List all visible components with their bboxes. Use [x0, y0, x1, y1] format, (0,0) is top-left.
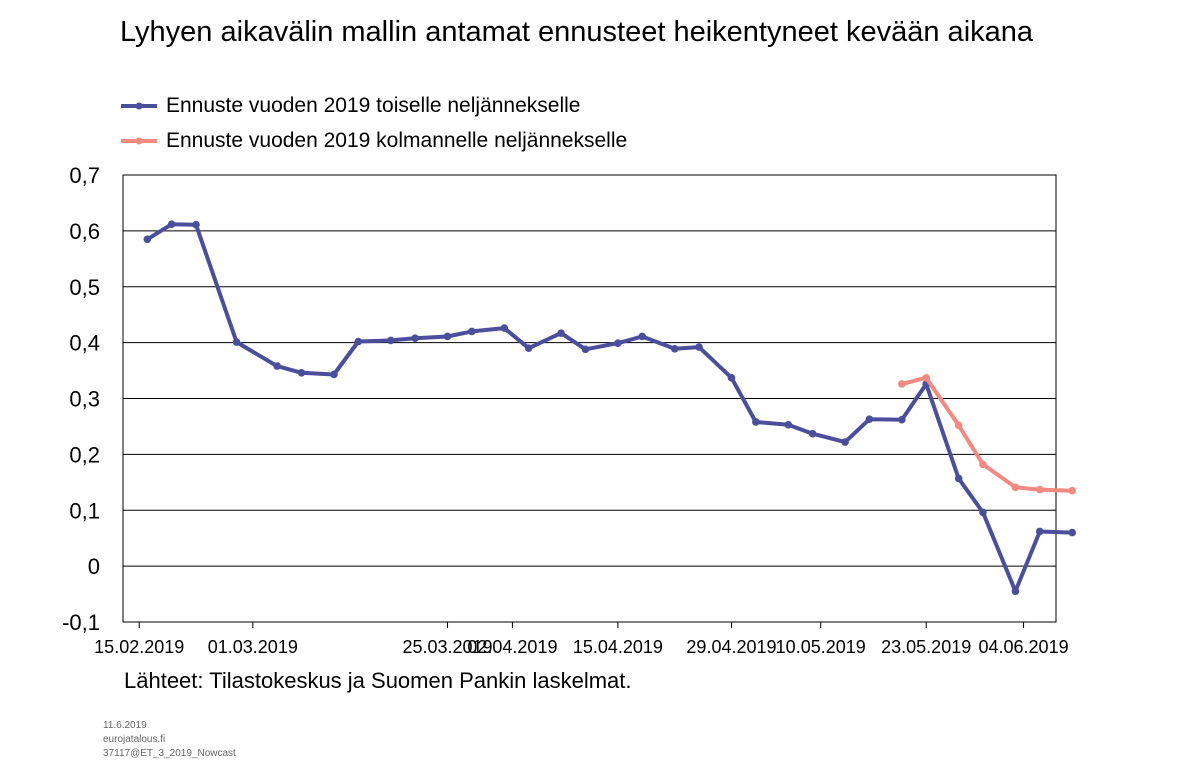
data-point	[330, 370, 338, 379]
gridlines	[123, 230, 1056, 567]
data-point	[898, 380, 906, 388]
data-point	[443, 332, 452, 341]
y-tick-label: 0,3	[69, 387, 100, 412]
data-point	[1035, 527, 1044, 536]
x-axis-tick-labels: 15.02.2019 01.03.2019 25.03.201902.04.2019…	[94, 622, 1069, 657]
series-line-0	[145, 222, 1075, 594]
x-tick-label: 02.04.2019	[467, 637, 557, 657]
data-series	[143, 220, 1077, 596]
data-point	[411, 334, 419, 342]
series-1	[898, 374, 1077, 495]
data-point	[167, 220, 176, 228]
data-point	[954, 474, 963, 483]
data-point	[524, 344, 533, 353]
data-point	[1068, 486, 1077, 495]
line-chart: -0,1 0 0,1 0,2 0,3 0,4 0,5 0,6 0,7 15.02.2019 01.…	[62, 163, 1077, 657]
data-point	[297, 368, 306, 377]
data-point	[979, 460, 987, 469]
data-point	[273, 362, 281, 370]
data-point	[954, 421, 963, 430]
y-tick-label: 0,2	[69, 442, 100, 467]
y-axis-tick-labels: -0,1 0 0,1 0,2 0,3 0,4 0,5 0,6 0,7	[62, 163, 100, 635]
chart-title: Lyhyen aikavälin mallin antamat ennustee…	[120, 16, 1034, 48]
data-point	[695, 343, 703, 351]
data-point	[922, 374, 930, 382]
legend-label-q3: Ennuste vuoden 2019 kolmannelle neljänne…	[166, 129, 628, 152]
y-tick-label: 0,5	[69, 275, 100, 300]
footer-site: eurojatalous.fi	[103, 734, 166, 745]
legend-swatch-q3	[121, 137, 157, 145]
data-point	[614, 339, 622, 347]
legend-swatch-marker-q2	[135, 102, 143, 110]
x-tick-label: 15.04.2019	[573, 637, 663, 657]
data-point	[784, 420, 793, 429]
data-point	[468, 327, 476, 336]
legend-item-q3: Ennuste vuoden 2019 kolmannelle neljänne…	[120, 126, 627, 156]
y-tick-label: 0,4	[69, 331, 100, 356]
y-tick-label: 0	[88, 554, 100, 579]
y-tick-label: 0,7	[69, 163, 100, 188]
data-point	[865, 415, 874, 423]
legend-swatch-q2	[121, 102, 157, 110]
legend-item-q2: Ennuste vuoden 2019 toiselle neljännekse…	[120, 91, 580, 121]
data-point	[841, 438, 849, 446]
data-point	[1068, 528, 1077, 537]
x-tick-label: 01.03.2019	[208, 637, 298, 657]
data-point	[192, 220, 200, 229]
data-point	[232, 338, 241, 346]
y-tick-label: 0,6	[69, 219, 100, 244]
x-tick-label: 29.04.2019	[686, 637, 776, 657]
source-note: Lähteet: Tilastokeskus ja Suomen Pankin …	[124, 668, 632, 693]
data-point	[670, 344, 679, 353]
footer-chart-id: 37117@ET_3_2019_Nowcast	[103, 748, 236, 759]
footer-date: 11.6.2019	[103, 720, 147, 731]
data-point	[638, 332, 647, 341]
data-point	[557, 329, 565, 337]
y-tick-label: 0,1	[69, 498, 100, 523]
y-tick-label: -0,1	[62, 610, 100, 635]
x-tick-label: 15.02.2019	[94, 637, 184, 657]
data-point	[727, 374, 736, 382]
x-tick-label: 25.03.2019	[402, 637, 492, 657]
data-point	[143, 235, 152, 244]
series-0	[143, 220, 1077, 596]
data-point	[979, 508, 987, 517]
legend-label-q2: Ennuste vuoden 2019 toiselle neljännekse…	[166, 94, 581, 117]
data-point	[898, 415, 906, 424]
x-tick-label: 04.06.2019	[979, 637, 1069, 657]
data-point	[752, 418, 760, 426]
data-point	[1011, 483, 1020, 492]
data-point	[354, 337, 363, 346]
plot-area-border	[122, 174, 1057, 623]
data-point	[808, 429, 817, 438]
data-point	[500, 324, 509, 332]
data-point	[1011, 587, 1020, 596]
data-point	[1035, 485, 1044, 494]
x-tick-label: 23.05.2019	[881, 637, 971, 657]
data-point	[581, 345, 590, 354]
series-line-1	[899, 375, 1075, 493]
legend-swatch-marker-q3	[135, 137, 143, 145]
x-tick-label: 10.05.2019	[776, 637, 866, 657]
data-point	[386, 336, 395, 345]
